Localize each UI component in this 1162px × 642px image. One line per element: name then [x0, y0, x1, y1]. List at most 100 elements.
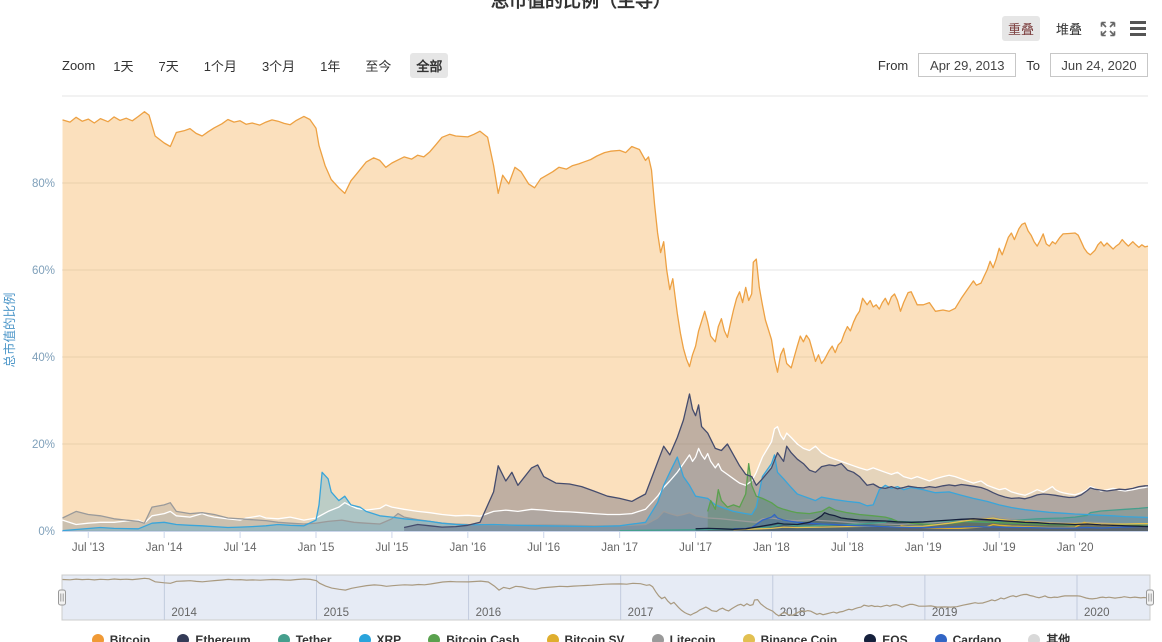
y-tick-label: 60% — [32, 265, 55, 277]
range-button-3个月[interactable]: 3个月 — [261, 59, 296, 74]
line-其他 — [62, 425, 1149, 526]
date-range-bar: From To — [878, 53, 1148, 77]
range-button-全部[interactable]: 全部 — [410, 53, 449, 78]
legend-dot — [651, 633, 664, 642]
range-button-至今[interactable]: 至今 — [365, 59, 392, 74]
legend-dot — [91, 633, 104, 642]
chart-mode-toolbar: 重叠 堆叠 — [1001, 16, 1148, 41]
legend-dot — [428, 633, 441, 642]
series-legend: Bitcoin Ethereum Tether XRP Bitcoin Cash Bitc… — [0, 631, 1162, 642]
range-button-1年[interactable]: 1年 — [320, 59, 341, 74]
x-tick-label: Jul '19 — [983, 542, 1016, 554]
fullscreen-icon[interactable] — [1098, 19, 1118, 39]
legend-item-Bitcoin Cash[interactable]: Bitcoin Cash — [428, 631, 520, 642]
legend-item-Tether[interactable]: Tether — [277, 631, 332, 642]
page-title: 总市值的比例（主导） — [491, 0, 671, 11]
stack-mode-button[interactable]: 堆叠 — [1055, 22, 1082, 37]
x-tick-label: Jul '13 — [72, 542, 105, 554]
from-date-input[interactable] — [918, 53, 1017, 77]
navigator-year-label: 2019 — [932, 607, 958, 619]
legend-dot — [864, 633, 877, 642]
navigator-year-label: 2017 — [628, 607, 654, 619]
chart-plot-area[interactable] — [62, 96, 1148, 531]
x-tick-label: Jan '19 — [905, 542, 942, 554]
legend-dot — [934, 633, 947, 642]
to-label: To — [1026, 57, 1040, 73]
x-tick-label: Jan '17 — [601, 542, 638, 554]
legend-item-Bitcoin SV[interactable]: Bitcoin SV — [546, 631, 625, 642]
line-Bitcoin — [62, 111, 1149, 373]
range-button-1个月[interactable]: 1个月 — [203, 59, 237, 74]
x-tick-label: Jul '15 — [375, 542, 408, 554]
navigator-series-line — [62, 577, 1151, 617]
legend-dot — [358, 633, 371, 642]
area-Bitcoin — [62, 111, 1148, 531]
navigator-year-label: 2014 — [171, 607, 197, 619]
line-EOS — [695, 512, 1149, 530]
legend-label: XRP — [376, 632, 402, 642]
x-tick-label: Jan '16 — [449, 542, 486, 554]
legend-dot — [277, 633, 290, 642]
range-selector: Zoom 1天 7天 1个月 3个月 1年 至今 全部 — [62, 53, 449, 78]
area-Bitcoin Cash — [707, 463, 1148, 531]
legend-dot — [1028, 633, 1041, 642]
x-tick-label: Jan '20 — [1057, 542, 1094, 554]
line-Bitcoin Cash — [707, 462, 1148, 526]
navigator-handle-left[interactable] — [58, 589, 66, 606]
legend-label: Bitcoin SV — [564, 632, 625, 642]
range-button-7天[interactable]: 7天 — [158, 59, 179, 74]
legend-label: Bitcoin Cash — [446, 632, 520, 642]
navigator-year-label: 2015 — [323, 607, 349, 619]
y-tick-label: 0% — [38, 526, 55, 538]
legend-item-EOS[interactable]: EOS — [864, 631, 908, 642]
x-tick-label: Jan '18 — [753, 542, 790, 554]
legend-item-其他[interactable]: 其他 — [1028, 631, 1070, 642]
legend-label: Ethereum — [195, 632, 251, 642]
range-buttons: 1天 7天 1个月 3个月 1年 至今 全部 — [107, 53, 449, 78]
x-tick-label: Jan '15 — [298, 542, 335, 554]
x-tick-label: Jul '17 — [679, 542, 712, 554]
legend-dot — [546, 633, 559, 642]
legend-label: EOS — [882, 632, 908, 642]
legend-dot — [742, 633, 755, 642]
legend-label: Binance Coin — [760, 632, 838, 642]
legend-item-Cardano[interactable]: Cardano — [934, 631, 1002, 642]
y-tick-label: 80% — [32, 178, 55, 190]
navigator-year-label: 2020 — [1084, 607, 1110, 619]
line-Cardano — [733, 513, 1149, 530]
line-Ethereum — [403, 393, 1148, 529]
x-tick-label: Jul '14 — [224, 542, 257, 554]
area-Tether — [619, 507, 1148, 531]
x-tick-label: Jul '16 — [527, 542, 560, 554]
navigator-track[interactable] — [62, 575, 1150, 620]
range-button-1天[interactable]: 1天 — [113, 59, 134, 74]
area-XRP — [62, 454, 1148, 531]
area-其他 — [62, 426, 1148, 531]
legend-dot — [177, 633, 190, 642]
context-menu-icon[interactable] — [1128, 19, 1148, 39]
legend-item-Litecoin[interactable]: Litecoin — [651, 631, 716, 642]
navigator-year-label: 2016 — [476, 607, 502, 619]
navigator-year-label: 2018 — [780, 607, 806, 619]
zoom-label: Zoom — [62, 58, 96, 73]
line-XRP — [62, 454, 1149, 532]
navigator-handle-right[interactable] — [1146, 589, 1154, 606]
legend-label: 其他 — [1046, 633, 1071, 642]
legend-item-Bitcoin[interactable]: Bitcoin — [91, 631, 151, 642]
y-tick-label: 20% — [32, 439, 55, 451]
legend-label: Litecoin — [669, 632, 716, 642]
y-axis-title: 总市值的比例 — [2, 292, 17, 367]
line-Binance Coin — [733, 517, 1148, 531]
legend-label: Cardano — [952, 632, 1002, 642]
y-tick-label: 40% — [32, 352, 55, 364]
overlap-mode-button[interactable]: 重叠 — [1001, 16, 1040, 41]
legend-item-Ethereum[interactable]: Ethereum — [177, 631, 251, 642]
line-Litecoin — [62, 502, 1148, 527]
legend-label: Bitcoin — [109, 632, 151, 642]
to-date-input[interactable] — [1050, 53, 1148, 77]
legend-item-XRP[interactable]: XRP — [358, 631, 402, 642]
legend-label: Tether — [295, 632, 332, 642]
legend-item-Binance Coin[interactable]: Binance Coin — [742, 631, 838, 642]
